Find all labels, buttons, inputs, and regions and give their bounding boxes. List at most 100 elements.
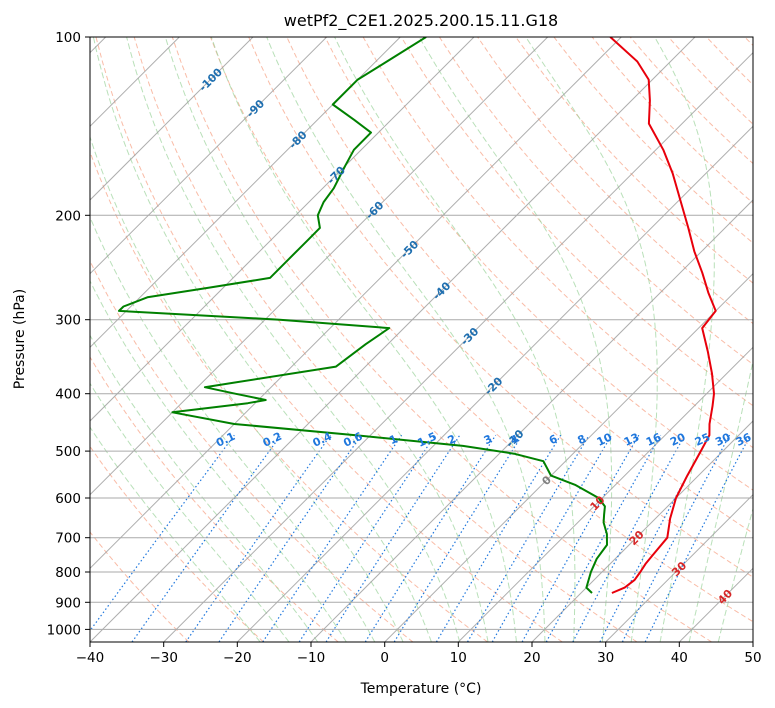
x-tick-label: −30 bbox=[149, 650, 178, 666]
dry-adiabat-label: 40 bbox=[715, 587, 735, 607]
dewpoint-profile bbox=[118, 37, 608, 594]
profiles bbox=[118, 37, 717, 594]
moist-adiabat bbox=[126, 37, 461, 642]
isotherm bbox=[90, 37, 696, 642]
mixing-ratio-label: 13 bbox=[622, 431, 641, 449]
dry-adiabat bbox=[324, 37, 753, 491]
mixing-ratio-label: 36 bbox=[734, 430, 754, 448]
mixing-ratio-label: 16 bbox=[644, 430, 664, 448]
moist-adiabat bbox=[90, 382, 290, 642]
dry-adiabat bbox=[90, 150, 488, 642]
chart-title: wetPf2_C2E1.2025.200.15.11.G18 bbox=[284, 11, 558, 31]
plot-frame bbox=[89, 36, 754, 643]
y-tick-label: 800 bbox=[55, 565, 81, 581]
mixing-ratio-label: 8 bbox=[576, 432, 588, 447]
y-axis: 100 200 300 400 500 600 700 800 900 1000 bbox=[47, 30, 90, 638]
isotherm bbox=[678, 567, 753, 642]
mixing-ratio-line bbox=[491, 434, 613, 642]
isotherm bbox=[90, 37, 622, 570]
mixing-ratio-line bbox=[185, 434, 332, 642]
dry-adiabat bbox=[90, 356, 339, 642]
mixing-ratio-line bbox=[621, 434, 731, 642]
x-axis-label: Temperature (°C) bbox=[360, 681, 482, 697]
x-tick-label: 20 bbox=[523, 650, 540, 666]
mixing-ratio-label: 0.6 bbox=[341, 430, 364, 450]
dry-adiabat bbox=[95, 37, 563, 642]
mixing-ratio-line bbox=[644, 434, 751, 642]
y-tick-label: 200 bbox=[55, 208, 81, 224]
dry-adiabat bbox=[90, 445, 264, 642]
isotherm bbox=[384, 272, 753, 642]
isotherm bbox=[752, 641, 753, 642]
isotherm bbox=[90, 37, 254, 201]
isotherm bbox=[90, 37, 475, 422]
mixing-ratio-label: 3 bbox=[482, 432, 494, 447]
mixing-ratio-line bbox=[262, 434, 403, 642]
moist-adiabat bbox=[334, 37, 576, 642]
mixing-ratio-line bbox=[218, 434, 362, 642]
moist-adiabat bbox=[90, 215, 376, 642]
isotherm bbox=[605, 493, 753, 642]
mixing-ratio-label: 20 bbox=[668, 430, 688, 448]
moist-adiabat bbox=[525, 37, 658, 642]
y-tick-label: 500 bbox=[55, 444, 81, 460]
dry-adiabat bbox=[133, 37, 638, 642]
moist-adiabat bbox=[266, 37, 546, 642]
isotherm bbox=[163, 51, 753, 642]
isotherm-label: -80 bbox=[286, 128, 309, 151]
isotherm bbox=[236, 125, 753, 642]
moist-adiabat bbox=[90, 334, 319, 642]
mixing-ratio-line bbox=[545, 434, 662, 642]
isotherm bbox=[90, 37, 328, 275]
x-tick-label: −20 bbox=[223, 650, 252, 666]
dry-adiabat bbox=[706, 37, 753, 86]
x-tick-label: 40 bbox=[671, 650, 688, 666]
moist-adiabat bbox=[654, 37, 715, 642]
dry-adiabat bbox=[744, 37, 753, 47]
x-tick-label: −40 bbox=[76, 650, 105, 666]
moist-adiabat bbox=[164, 37, 489, 642]
mixing-ratio-label: 30 bbox=[713, 430, 733, 448]
isotherm bbox=[310, 199, 753, 642]
mixing-ratio-label: 0.2 bbox=[261, 430, 284, 450]
temperature-profile bbox=[609, 37, 717, 594]
mixing-ratio-line bbox=[521, 434, 640, 642]
dry-adiabat bbox=[515, 37, 753, 284]
moist-adiabat bbox=[717, 506, 753, 642]
mixing-ratio-line bbox=[572, 434, 686, 642]
mixing-ratio-line bbox=[364, 434, 497, 642]
dry-adiabat bbox=[248, 37, 753, 578]
x-tick-label: 30 bbox=[597, 650, 614, 666]
y-axis-label: Pressure (hPa) bbox=[12, 289, 28, 389]
y-tick-label: 600 bbox=[55, 491, 81, 507]
dry-adiabat bbox=[90, 531, 190, 642]
y-tick-label: 100 bbox=[55, 30, 81, 46]
y-tick-label: 700 bbox=[55, 531, 81, 547]
x-axis: −40 −30 −20 −10 0 10 20 30 40 50 bbox=[76, 642, 762, 666]
moist-adiabat bbox=[90, 426, 261, 642]
mixing-ratio-line bbox=[393, 434, 523, 642]
dry-adiabat bbox=[668, 37, 753, 125]
dry-adiabat bbox=[477, 37, 753, 325]
dry-adiabat bbox=[400, 37, 753, 407]
moist-adiabat bbox=[210, 37, 517, 642]
dry-adiabat bbox=[210, 37, 753, 623]
mixing-ratio-line bbox=[466, 434, 590, 642]
x-tick-label: 10 bbox=[450, 650, 467, 666]
dry-adiabat bbox=[591, 37, 753, 204]
isotherm-label: -50 bbox=[398, 238, 421, 261]
moist-adiabat bbox=[90, 135, 404, 642]
x-tick-label: 0 bbox=[380, 650, 389, 666]
isotherm bbox=[457, 346, 753, 642]
moist-adiabat bbox=[92, 37, 432, 642]
isotherm bbox=[90, 37, 401, 349]
mixing-ratio-line bbox=[435, 434, 562, 642]
dry-adiabat bbox=[171, 37, 712, 642]
isotherm bbox=[90, 37, 549, 496]
moist-adiabat bbox=[688, 358, 753, 642]
x-tick-label: −10 bbox=[297, 650, 326, 666]
mixing-ratio-label: 10 bbox=[595, 430, 615, 448]
isotherm-label: -100 bbox=[196, 65, 225, 94]
y-tick-label: 1000 bbox=[47, 622, 81, 638]
background-lines bbox=[90, 37, 753, 642]
